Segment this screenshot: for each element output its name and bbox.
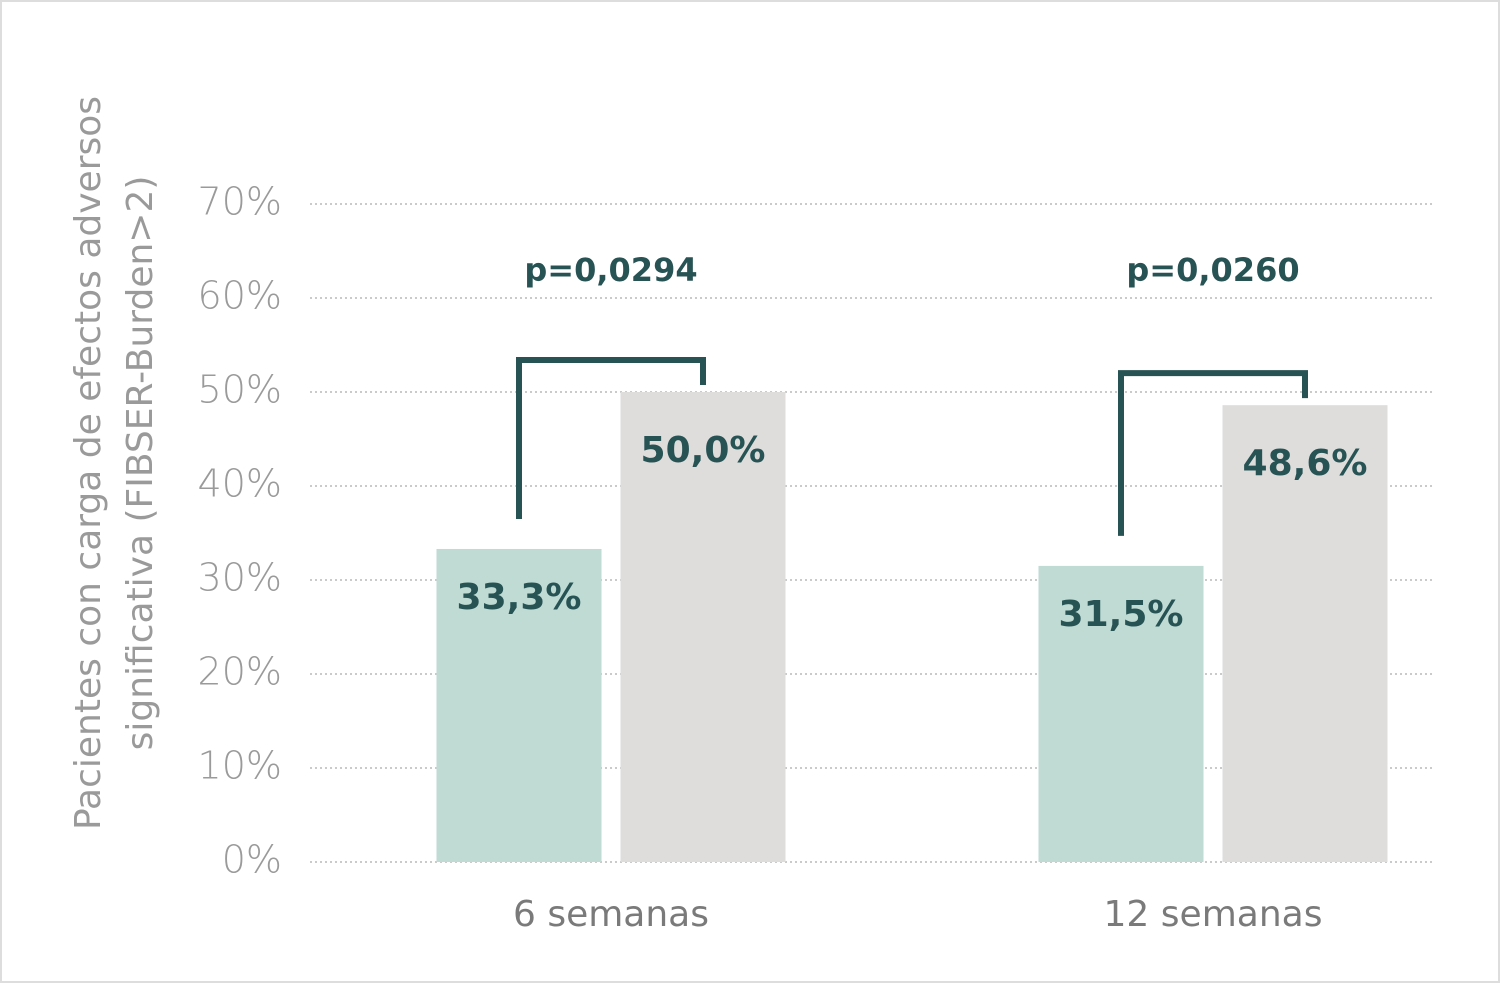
bar — [436, 548, 602, 862]
y-tick-label: 60% — [198, 274, 282, 318]
y-axis-title: Pacientes con carga de efectos adversos … — [68, 96, 161, 830]
significance-bracket — [1118, 370, 1308, 536]
y-tick-label: 30% — [198, 556, 282, 600]
y-axis-title-line: significativa (FIBSER-Burden>2) — [120, 176, 161, 751]
x-tick-label: 6 semanas — [513, 894, 709, 935]
y-tick-label: 20% — [198, 650, 282, 694]
value-label: 48,6% — [1243, 443, 1368, 484]
value-label: 50,0% — [641, 430, 766, 471]
y-tick-label: 40% — [198, 462, 282, 506]
y-axis-title-line: Pacientes con carga de efectos adversos — [68, 96, 109, 830]
bar — [1222, 405, 1388, 862]
value-label: 31,5% — [1059, 594, 1184, 635]
bar — [1038, 565, 1204, 862]
y-tick-label: 0% — [222, 838, 282, 882]
annotation: p=0,0294 — [524, 251, 697, 289]
significance-bracket — [516, 357, 706, 519]
annotation: p=0,0260 — [1126, 251, 1299, 289]
x-tick-label: 12 semanas — [1104, 894, 1323, 935]
bar — [620, 392, 786, 862]
value-label: 33,3% — [457, 577, 582, 618]
y-tick-label: 50% — [198, 368, 282, 412]
y-tick-label: 10% — [198, 744, 282, 788]
y-tick-label: 70% — [198, 180, 282, 224]
